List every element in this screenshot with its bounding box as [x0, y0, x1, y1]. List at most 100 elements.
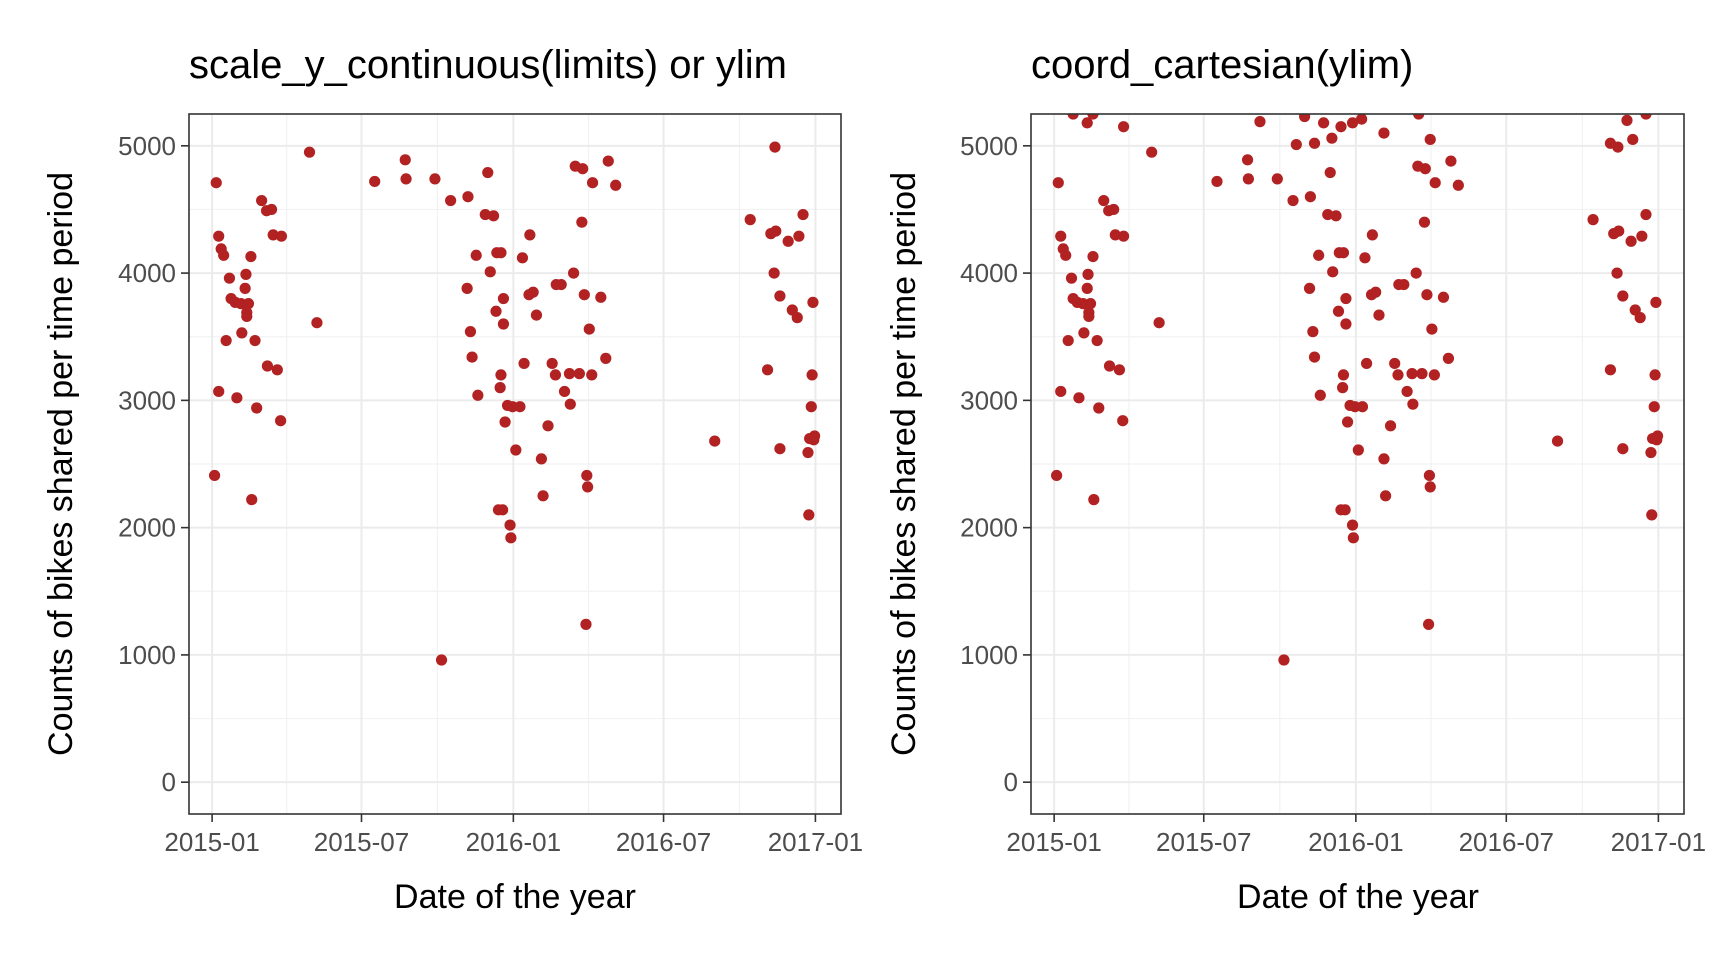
- data-point: [1410, 267, 1422, 279]
- data-point: [580, 618, 592, 630]
- data-point: [600, 352, 612, 364]
- data-point: [482, 166, 494, 179]
- data-point: [210, 177, 222, 189]
- data-point: [1346, 519, 1359, 531]
- panel-border: [188, 113, 842, 815]
- data-point: [573, 368, 585, 380]
- y-tick-label: 4000: [960, 258, 1018, 288]
- chart-title: scale_y_continuous(limits) or ylim: [189, 43, 787, 87]
- data-point: [1627, 133, 1639, 146]
- data-point: [782, 235, 794, 247]
- x-tick-label: 2015-07: [1156, 827, 1251, 857]
- grid: [189, 114, 841, 814]
- data-point: [1052, 177, 1064, 189]
- y-tick-label: 0: [1004, 767, 1018, 797]
- data-point: [239, 282, 251, 294]
- y-tick-label: 4000: [118, 258, 176, 288]
- right-panel: 2015-01 2015-07 2016-01 2016-07 2017-01 0 1000…: [885, 43, 1706, 916]
- data-point: [490, 305, 502, 317]
- data-point: [527, 286, 539, 298]
- data-point: [610, 179, 622, 191]
- data-point: [577, 163, 589, 175]
- data-point: [400, 173, 412, 185]
- data-point: [1370, 286, 1382, 298]
- data-point: [595, 291, 607, 303]
- data-point: [472, 389, 484, 401]
- data-point: [761, 364, 774, 376]
- data-point: [744, 214, 756, 226]
- data-point: [249, 334, 261, 347]
- data-point: [1303, 282, 1316, 294]
- data-point: [1308, 351, 1321, 363]
- data-point: [1604, 364, 1617, 376]
- data-point: [1419, 163, 1431, 175]
- data-point: [213, 230, 225, 242]
- x-tick-label: 2017-01: [768, 827, 863, 857]
- data-point: [1117, 121, 1130, 133]
- data-point: [806, 369, 818, 381]
- data-point: [497, 292, 510, 305]
- data-point: [399, 154, 411, 166]
- data-point: [241, 310, 253, 322]
- data-point: [311, 317, 323, 329]
- data-point: [462, 191, 474, 203]
- data-point: [768, 267, 780, 279]
- data-point: [1347, 532, 1359, 544]
- data-point: [1389, 357, 1401, 370]
- data-point: [1153, 317, 1165, 329]
- data-point: [1062, 334, 1074, 347]
- data-point: [1337, 382, 1349, 394]
- data-point: [1084, 298, 1097, 310]
- data-point: [445, 194, 457, 207]
- data-point: [261, 360, 274, 372]
- x-tick-label: 2016-07: [616, 827, 711, 857]
- data-point: [1640, 208, 1652, 221]
- data-point: [1649, 369, 1661, 381]
- data-point: [535, 453, 548, 465]
- data-point: [497, 318, 510, 330]
- x-tick-label: 2015-01: [1006, 827, 1101, 857]
- data-point: [578, 289, 590, 301]
- data-points: [208, 141, 821, 666]
- data-point: [484, 266, 496, 278]
- y-tick-label: 0: [162, 767, 176, 797]
- data-point: [1339, 504, 1351, 516]
- data-point: [1407, 398, 1419, 410]
- data-point: [1621, 114, 1633, 126]
- data-point: [303, 146, 316, 158]
- data-point: [1429, 177, 1441, 189]
- data-point: [1335, 121, 1347, 133]
- data-point: [793, 230, 805, 242]
- y-tick-label: 3000: [960, 385, 1018, 415]
- data-point: [1332, 305, 1345, 317]
- data-point: [1083, 310, 1095, 322]
- data-point: [1146, 146, 1158, 158]
- data-point: [1326, 132, 1338, 144]
- data-point: [213, 385, 225, 398]
- data-point: [1081, 282, 1093, 294]
- data-point: [791, 312, 803, 324]
- data-point: [1271, 173, 1283, 185]
- data-point: [1356, 401, 1369, 413]
- data-point: [1636, 230, 1648, 242]
- y-tick-label: 3000: [118, 385, 176, 415]
- data-point: [1340, 318, 1352, 330]
- data-point: [267, 229, 279, 241]
- y-tick-label: 2000: [118, 513, 176, 543]
- data-point: [1406, 368, 1418, 380]
- data-point: [435, 654, 448, 666]
- data-point: [208, 469, 221, 482]
- data-point: [558, 385, 571, 398]
- data-points: [1051, 114, 1664, 666]
- data-point: [1625, 235, 1637, 247]
- data-point: [1060, 249, 1072, 261]
- data-point: [1634, 312, 1646, 324]
- data-point: [1617, 443, 1629, 455]
- data-point: [1613, 225, 1625, 237]
- data-point: [770, 225, 782, 237]
- data-point: [499, 416, 511, 428]
- x-axis-title: Date of the year: [394, 878, 636, 916]
- data-point: [1413, 114, 1425, 120]
- data-point: [479, 208, 491, 221]
- x-tick-label: 2016-01: [466, 827, 561, 857]
